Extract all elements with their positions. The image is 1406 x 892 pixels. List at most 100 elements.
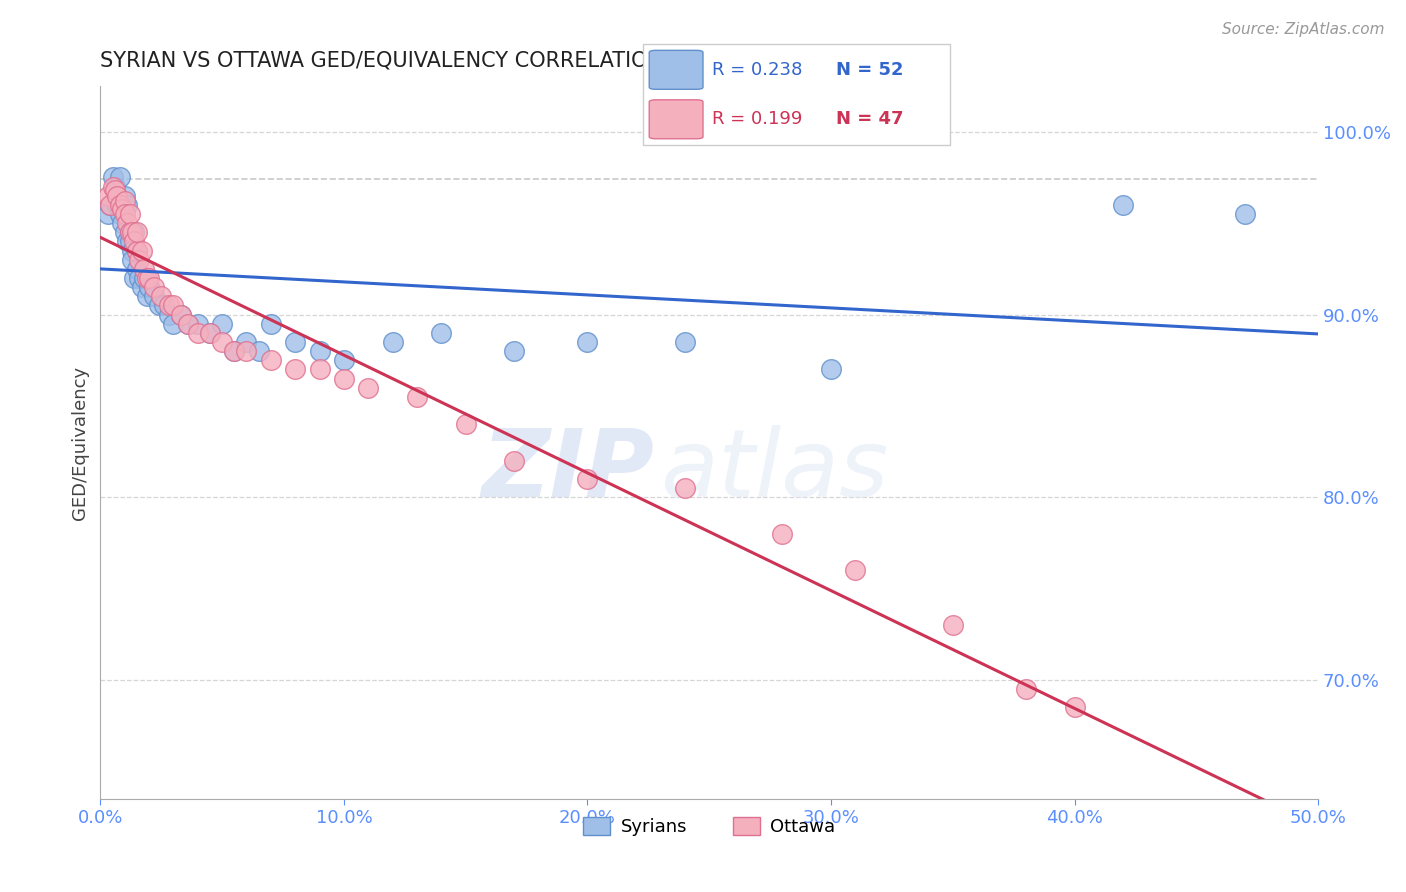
Text: Source: ZipAtlas.com: Source: ZipAtlas.com: [1222, 22, 1385, 37]
Ottawa: [308, 362, 330, 376]
Syrians: [198, 326, 221, 340]
Ottawa: [576, 472, 599, 486]
Syrians: [148, 298, 170, 312]
Ottawa: [177, 317, 200, 331]
Syrians: [104, 179, 127, 194]
Syrians: [177, 317, 200, 331]
Text: SYRIAN VS OTTAWA GED/EQUIVALENCY CORRELATION CHART: SYRIAN VS OTTAWA GED/EQUIVALENCY CORRELA…: [100, 51, 740, 70]
Syrians: [131, 280, 153, 294]
Syrians: [121, 252, 143, 267]
Text: ZIP: ZIP: [482, 425, 654, 517]
Syrians: [124, 271, 146, 285]
Syrians: [152, 298, 174, 312]
Syrians: [115, 198, 138, 212]
Syrians: [162, 317, 184, 331]
Syrians: [211, 317, 233, 331]
Syrians: [108, 170, 131, 185]
Ottawa: [134, 261, 156, 276]
Ottawa: [128, 252, 150, 267]
Ottawa: [770, 526, 793, 541]
Ottawa: [170, 308, 193, 322]
Ottawa: [454, 417, 477, 432]
Syrians: [673, 334, 696, 349]
Ottawa: [162, 298, 184, 312]
Syrians: [1112, 198, 1135, 212]
Ottawa: [1063, 700, 1085, 714]
Syrians: [224, 344, 246, 359]
Ottawa: [125, 225, 148, 239]
Syrians: [430, 326, 453, 340]
Syrians: [128, 271, 150, 285]
Text: R = 0.199: R = 0.199: [713, 111, 803, 128]
Syrians: [121, 244, 143, 258]
Syrians: [333, 353, 356, 368]
Syrians: [138, 280, 160, 294]
Syrians: [247, 344, 270, 359]
Text: N = 47: N = 47: [835, 111, 904, 128]
Ottawa: [198, 326, 221, 340]
Syrians: [114, 188, 136, 202]
FancyBboxPatch shape: [643, 44, 950, 145]
Ottawa: [124, 235, 146, 249]
Ottawa: [114, 207, 136, 221]
Ottawa: [673, 481, 696, 495]
Ottawa: [115, 216, 138, 230]
Syrians: [134, 271, 156, 285]
Syrians: [101, 170, 124, 185]
Ottawa: [224, 344, 246, 359]
Ottawa: [142, 280, 165, 294]
Syrians: [111, 216, 134, 230]
FancyBboxPatch shape: [650, 100, 703, 139]
Ottawa: [211, 334, 233, 349]
Ottawa: [101, 179, 124, 194]
Syrians: [381, 334, 404, 349]
FancyBboxPatch shape: [650, 50, 703, 89]
Syrians: [108, 207, 131, 221]
Syrians: [98, 198, 121, 212]
Ottawa: [118, 225, 141, 239]
Syrians: [114, 225, 136, 239]
Syrians: [260, 317, 283, 331]
Ottawa: [108, 198, 131, 212]
Syrians: [170, 308, 193, 322]
Ottawa: [98, 198, 121, 212]
Ottawa: [131, 244, 153, 258]
Syrians: [125, 261, 148, 276]
Syrians: [105, 198, 128, 212]
Ottawa: [121, 225, 143, 239]
Syrians: [235, 334, 257, 349]
Ottawa: [357, 381, 380, 395]
Syrians: [284, 334, 307, 349]
Ottawa: [503, 454, 526, 468]
Syrians: [187, 317, 209, 331]
Ottawa: [333, 371, 356, 385]
Ottawa: [125, 244, 148, 258]
Text: atlas: atlas: [661, 425, 889, 516]
Syrians: [111, 198, 134, 212]
Ottawa: [104, 183, 127, 197]
Ottawa: [135, 271, 157, 285]
Syrians: [503, 344, 526, 359]
Syrians: [308, 344, 330, 359]
Ottawa: [260, 353, 283, 368]
Syrians: [115, 235, 138, 249]
Ottawa: [105, 188, 128, 202]
Ottawa: [1015, 682, 1038, 697]
Syrians: [820, 362, 842, 376]
Syrians: [125, 244, 148, 258]
Ottawa: [97, 188, 120, 202]
Ottawa: [157, 298, 180, 312]
Ottawa: [138, 271, 160, 285]
Text: N = 52: N = 52: [835, 61, 904, 78]
Ottawa: [284, 362, 307, 376]
Ottawa: [114, 194, 136, 209]
Syrians: [135, 289, 157, 303]
Syrians: [105, 188, 128, 202]
Legend: Syrians, Ottawa: Syrians, Ottawa: [575, 809, 842, 843]
Ottawa: [118, 207, 141, 221]
Syrians: [1234, 207, 1257, 221]
Syrians: [124, 225, 146, 239]
Syrians: [142, 289, 165, 303]
Ottawa: [406, 390, 429, 404]
Syrians: [118, 225, 141, 239]
